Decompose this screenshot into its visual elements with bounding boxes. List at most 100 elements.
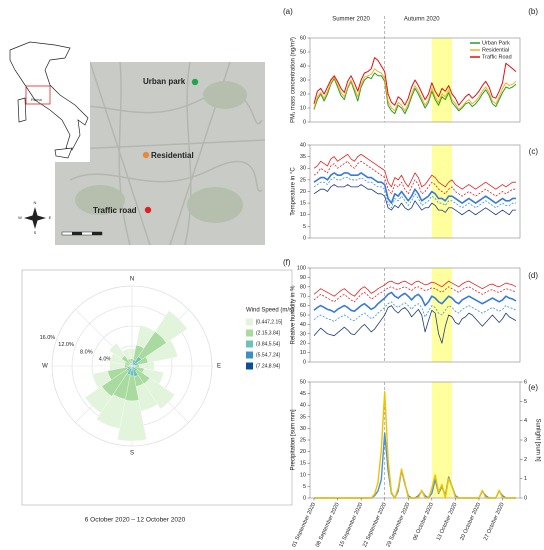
rose-wedge [122,348,131,360]
y-tick-label: 10 [300,472,306,478]
y-tick-label: 30 [300,166,306,172]
y-tick-label: 45 [300,391,306,397]
data-line [313,160,516,197]
y-tick-label: 0 [303,495,306,501]
site-marker [144,206,152,214]
y-tick-label: 60 [300,303,306,309]
panel-label: (b) [528,7,538,16]
sardinia-outline [17,97,27,123]
y-tick-label: 50 [300,379,306,385]
y-tick-label: 100 [297,265,306,271]
direction-label: N [130,277,134,283]
data-line [313,72,517,115]
y2-tick-label: 3 [524,437,527,443]
compass-rose [24,207,46,229]
y-tick-label: 60 [300,35,306,41]
direction-label: E [217,364,221,370]
compass-label: N [34,200,37,205]
data-line [313,172,516,204]
data-line [313,301,517,323]
y-tick-label: 40 [300,403,306,409]
season-label: Summer 2020 [332,17,370,23]
y-tick-label: 25 [300,177,306,183]
plot-frame [309,381,521,499]
y-tick-label: 90 [300,275,306,281]
map [0,40,266,246]
rose-tick-label: 12.0% [58,342,74,348]
y2-tick-label: 5 [524,399,527,405]
site-label: Urban park [143,77,186,86]
x-tick-label: 13 October 2020 [436,502,459,542]
panel-label: (d) [528,271,538,280]
compass-label: S [34,230,37,235]
legend-label: Traffic Road [482,54,512,60]
rose-wedge [108,342,126,360]
x-tick-label: 27 October 2020 [483,502,506,542]
y-axis-label: Temperature in °C [291,167,297,216]
legend-swatch [246,362,253,370]
legend-label: (2.15,3.84] [256,330,281,336]
sicily-outline [54,147,73,159]
y-tick-label: 40 [300,142,306,148]
x-tick-label: 20 October 2020 [459,502,482,542]
legend-label: Urban Park [482,40,510,46]
site-marker [142,151,150,159]
y-tick-label: 40 [300,322,306,328]
y2-tick-label: 1 [524,476,527,482]
data-line [313,286,517,303]
data-line [313,291,517,313]
map-park [187,187,243,223]
y-tick-label: 0 [303,359,306,365]
italy-outline [9,41,89,151]
rose-wedge [143,377,176,410]
y-tick-label: 0 [303,235,306,241]
legend-swatch [246,318,253,326]
panel-label: (c) [529,147,539,156]
legend-label: (5.54,7.24] [256,352,281,358]
y-tick-label: 20 [300,449,306,455]
highlight-band [431,382,453,498]
y-tick-label: 15 [300,201,306,207]
y-tick-label: 30 [300,331,306,337]
y2-tick-label: 2 [524,457,527,463]
data-line [313,184,516,216]
direction-label: S [130,451,134,457]
data-line [313,57,517,106]
rose-wedge [92,370,112,389]
legend-swatch [246,329,253,337]
rose-wedge [154,310,188,344]
y-tick-label: 30 [300,426,306,432]
map-park [203,81,247,109]
y2-tick-label: 0 [524,495,527,501]
site-marker [191,78,199,86]
rose-caption: 6 October 2020 – 12 October 2020 [85,517,186,524]
inset-label: Roma [31,97,42,102]
data-line [313,305,517,344]
y-tick-label: 20 [300,91,306,97]
y-axis-label: Relative humidity in % [291,285,297,345]
y-tick-label: 35 [300,154,306,160]
x-tick-label: 01 September 2020 [291,502,317,548]
data-line [314,432,516,499]
compass-label: E [49,215,52,220]
rose-tick-label: 16.0% [40,335,56,341]
site-label: Traffic road [93,206,137,215]
legend-title: Wind Speed (m/s) [246,308,294,314]
rose-wedge [145,339,178,363]
y2-tick-label: 4 [524,418,527,424]
y-tick-label: 20 [300,189,306,195]
site-label: Residential [151,151,194,160]
x-tick-label: 08 September 2020 [315,502,341,548]
y-tick-label: 40 [300,63,306,69]
x-tick-label: 06 October 2020 [412,502,435,542]
rose-tick-label: 8.0% [80,349,93,355]
y-tick-label: 20 [300,341,306,347]
y-tick-label: 30 [300,77,306,83]
x-tick-label: 15 September 2020 [338,502,364,548]
data-line [313,177,516,209]
panel-label: (a) [283,7,293,16]
data-line [313,68,517,112]
data-line [313,153,516,190]
legend-label: [0.447,2.15] [256,319,283,325]
legend-label: (3.84,5.54] [256,341,281,347]
